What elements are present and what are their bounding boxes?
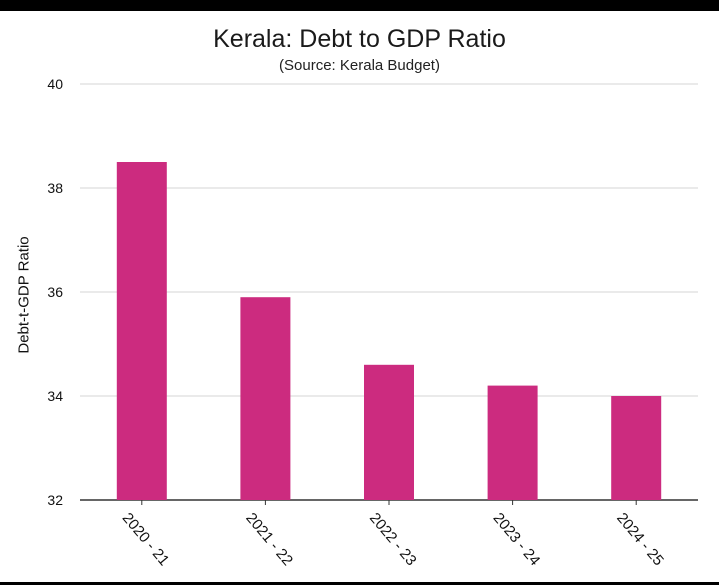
chart-subtitle: (Source: Kerala Budget) (279, 57, 440, 74)
y-tick-label: 40 (47, 76, 63, 92)
bar (364, 364, 414, 500)
bar (240, 297, 291, 500)
bar (611, 396, 662, 500)
chart-plot: 32 34 36 38 40 2020 - 21 2021 - 22 2022 - 23 202… (47, 76, 698, 569)
y-tick-label: 32 (47, 492, 63, 508)
x-tick-label: 2023 - 24 (490, 510, 544, 569)
bar (116, 162, 167, 500)
x-tick-label: 2020 - 21 (119, 510, 173, 569)
y-tick-label: 34 (47, 388, 63, 404)
chart-frame: Kerala: Debt to GDP Ratio (Source: Keral… (0, 11, 719, 582)
x-tick-label: 2024 - 25 (613, 510, 667, 569)
chart-title: Kerala: Debt to GDP Ratio (213, 25, 506, 53)
bar (487, 385, 538, 500)
y-tick-label: 36 (47, 284, 63, 300)
x-tick-label: 2022 - 23 (366, 510, 420, 569)
x-tick-label: 2021 - 22 (242, 510, 296, 569)
y-tick-label: 38 (47, 180, 63, 196)
